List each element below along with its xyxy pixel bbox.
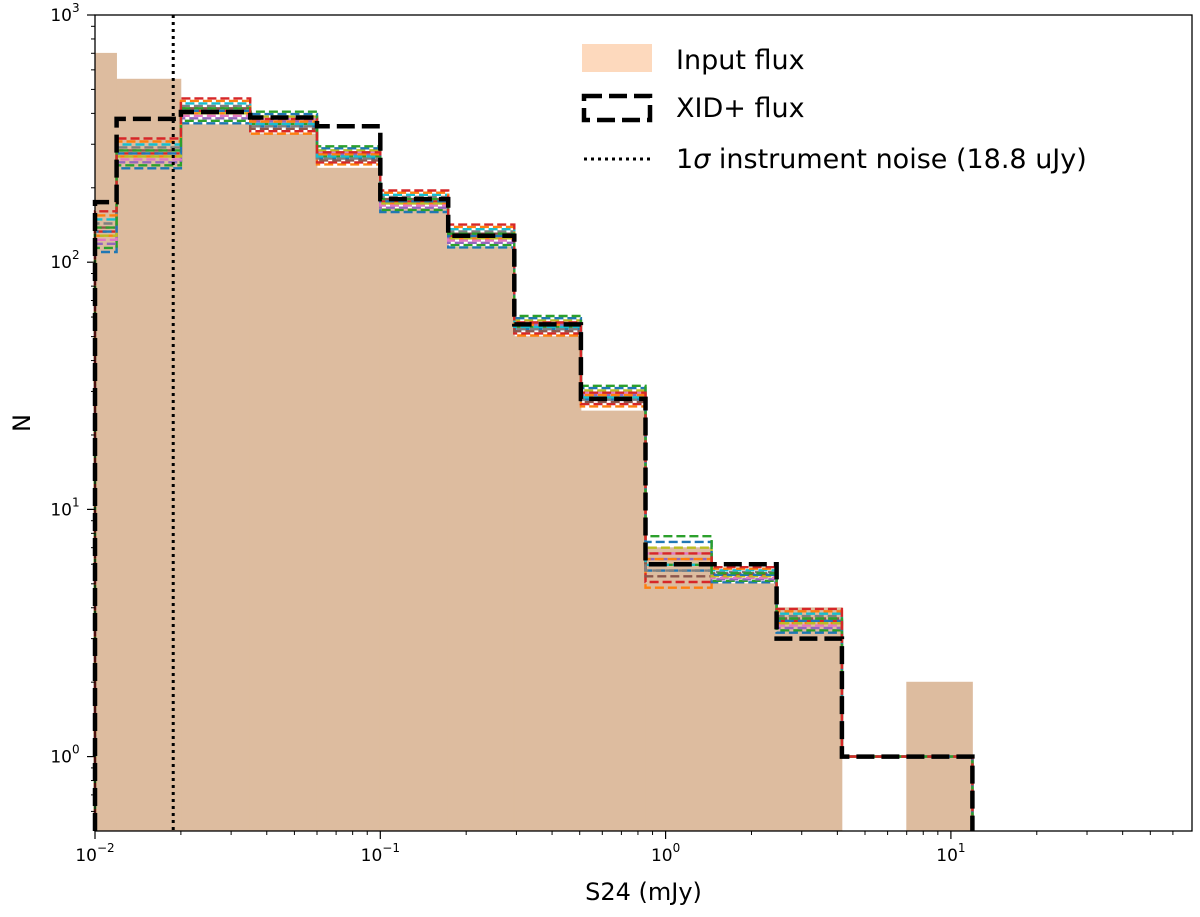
y-tick-label: 103 — [50, 1, 79, 26]
x-tick-label: 10−2 — [75, 841, 114, 866]
legend-noise-prefix: 1 — [676, 144, 693, 175]
x-axis-ticks: 10−2 10−1 100 101 — [75, 831, 1174, 866]
x-tick-label: 100 — [651, 841, 680, 866]
input-flux-bar — [447, 246, 515, 832]
x-tick-label: 10−1 — [361, 841, 400, 866]
legend-label-xid-flux: XID+ flux — [676, 93, 805, 124]
y-tick-label: 101 — [50, 495, 79, 520]
y-axis-label: N — [8, 414, 36, 432]
xid-flux-steps — [92, 109, 975, 831]
input-flux-bar — [379, 208, 449, 832]
input-flux-bar — [316, 167, 381, 832]
legend: Input flux XID+ flux 1σ instrument noise… — [581, 44, 1087, 175]
x-tick-label: 101 — [936, 841, 965, 866]
y-tick-label: 100 — [50, 743, 79, 768]
plot-frame — [94, 14, 1193, 832]
legend-label-noise-line: 1σ instrument noise (18.8 uJy) — [676, 144, 1087, 175]
legend-swatch-xid-flux — [581, 93, 653, 123]
posterior-sample-step — [93, 97, 974, 831]
y-tick-label: 102 — [50, 248, 79, 273]
input-flux-bar — [513, 336, 582, 832]
input-flux-bar — [94, 52, 117, 832]
input-flux-bar — [776, 607, 843, 832]
xid-flux-step — [92, 109, 975, 831]
input-flux-bar — [116, 78, 182, 832]
legend-label-input-flux: Input flux — [676, 45, 805, 76]
legend-noise-sigma: σ — [693, 144, 711, 175]
input-flux-bars — [94, 52, 973, 832]
y-axis-ticks: 100 101 102 103 — [50, 1, 95, 812]
x-axis-label: S24 (mJy) — [585, 878, 702, 906]
input-flux-bar — [180, 124, 251, 832]
legend-swatch-input-flux — [582, 44, 652, 72]
input-flux-bar — [249, 133, 318, 832]
input-flux-bar — [580, 410, 646, 832]
legend-noise-rest: instrument noise (18.8 uJy) — [710, 144, 1086, 175]
input-flux-bar — [645, 547, 713, 832]
input-flux-bar — [711, 583, 778, 832]
